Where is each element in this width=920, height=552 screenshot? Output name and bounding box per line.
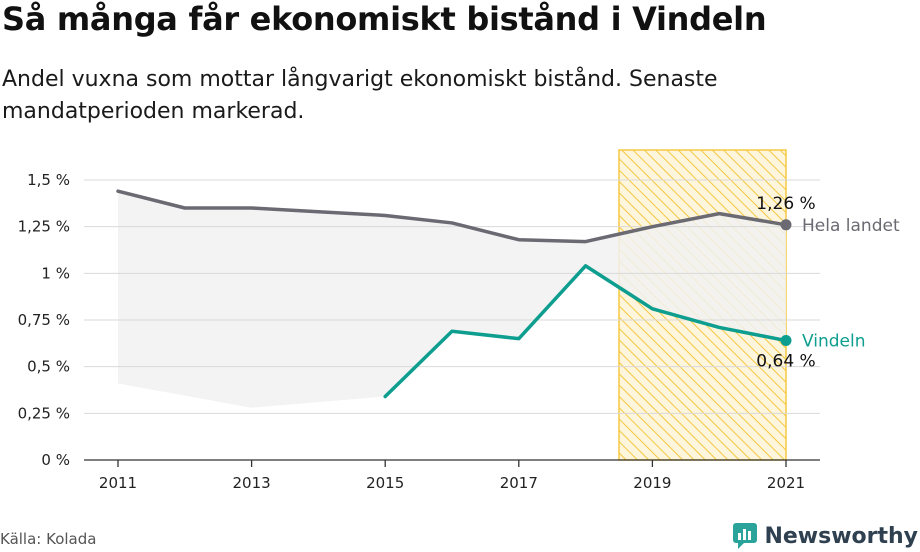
x-tick-label: 2017: [500, 474, 538, 492]
series-name-label: Vindeln: [802, 332, 866, 352]
end-point-marker: [780, 219, 792, 231]
y-tick-label: 0,25 %: [18, 404, 70, 422]
chart-title: Så många får ekonomiskt bistånd i Vindel…: [2, 0, 767, 38]
x-tick-label: 2013: [233, 474, 271, 492]
range-band: [118, 191, 786, 408]
newsworthy-logo: Newsworthy: [732, 522, 918, 550]
series-line-hela-landet: [116, 189, 788, 244]
end-value-label: 0,64 %: [756, 352, 815, 372]
x-tick-label: 2011: [99, 474, 137, 492]
y-tick-label: 1,5 %: [27, 171, 70, 189]
chart-subtitle: Andel vuxna som mottar långvarigt ekonom…: [2, 67, 718, 124]
series-name-label: Hela landet: [802, 216, 900, 236]
x-axis: 2011 2013 2015 2017 2019 2021: [84, 459, 820, 492]
end-point-marker: [780, 335, 792, 347]
brand-name: Newsworthy: [764, 523, 918, 549]
end-value-label: 1,26 %: [756, 194, 815, 214]
y-tick-label: 0 %: [41, 451, 70, 469]
y-axis-ticks: 0 % 0,25 % 0,5 % 0,75 % 1 % 1,25 % 1,5 %: [18, 171, 70, 469]
y-tick-label: 1 %: [41, 264, 70, 282]
x-tick-label: 2019: [633, 474, 671, 492]
source-note: Källa: Kolada: [0, 530, 97, 548]
x-tick-label: 2021: [767, 474, 805, 492]
y-tick-label: 1,25 %: [18, 218, 70, 236]
range-band-layer: [118, 191, 786, 408]
y-tick-label: 0,75 %: [18, 311, 70, 329]
newsworthy-icon: [733, 523, 758, 549]
series-line-vindeln: [383, 264, 788, 399]
line-chart: 0 %0,25 %0,5 %0,75 %1 %1,25 %1,5 % 2011 2…: [18, 149, 900, 492]
x-tick-label: 2015: [366, 474, 404, 492]
series-lines: [116, 189, 788, 399]
y-tick-label: 0,5 %: [27, 358, 70, 376]
